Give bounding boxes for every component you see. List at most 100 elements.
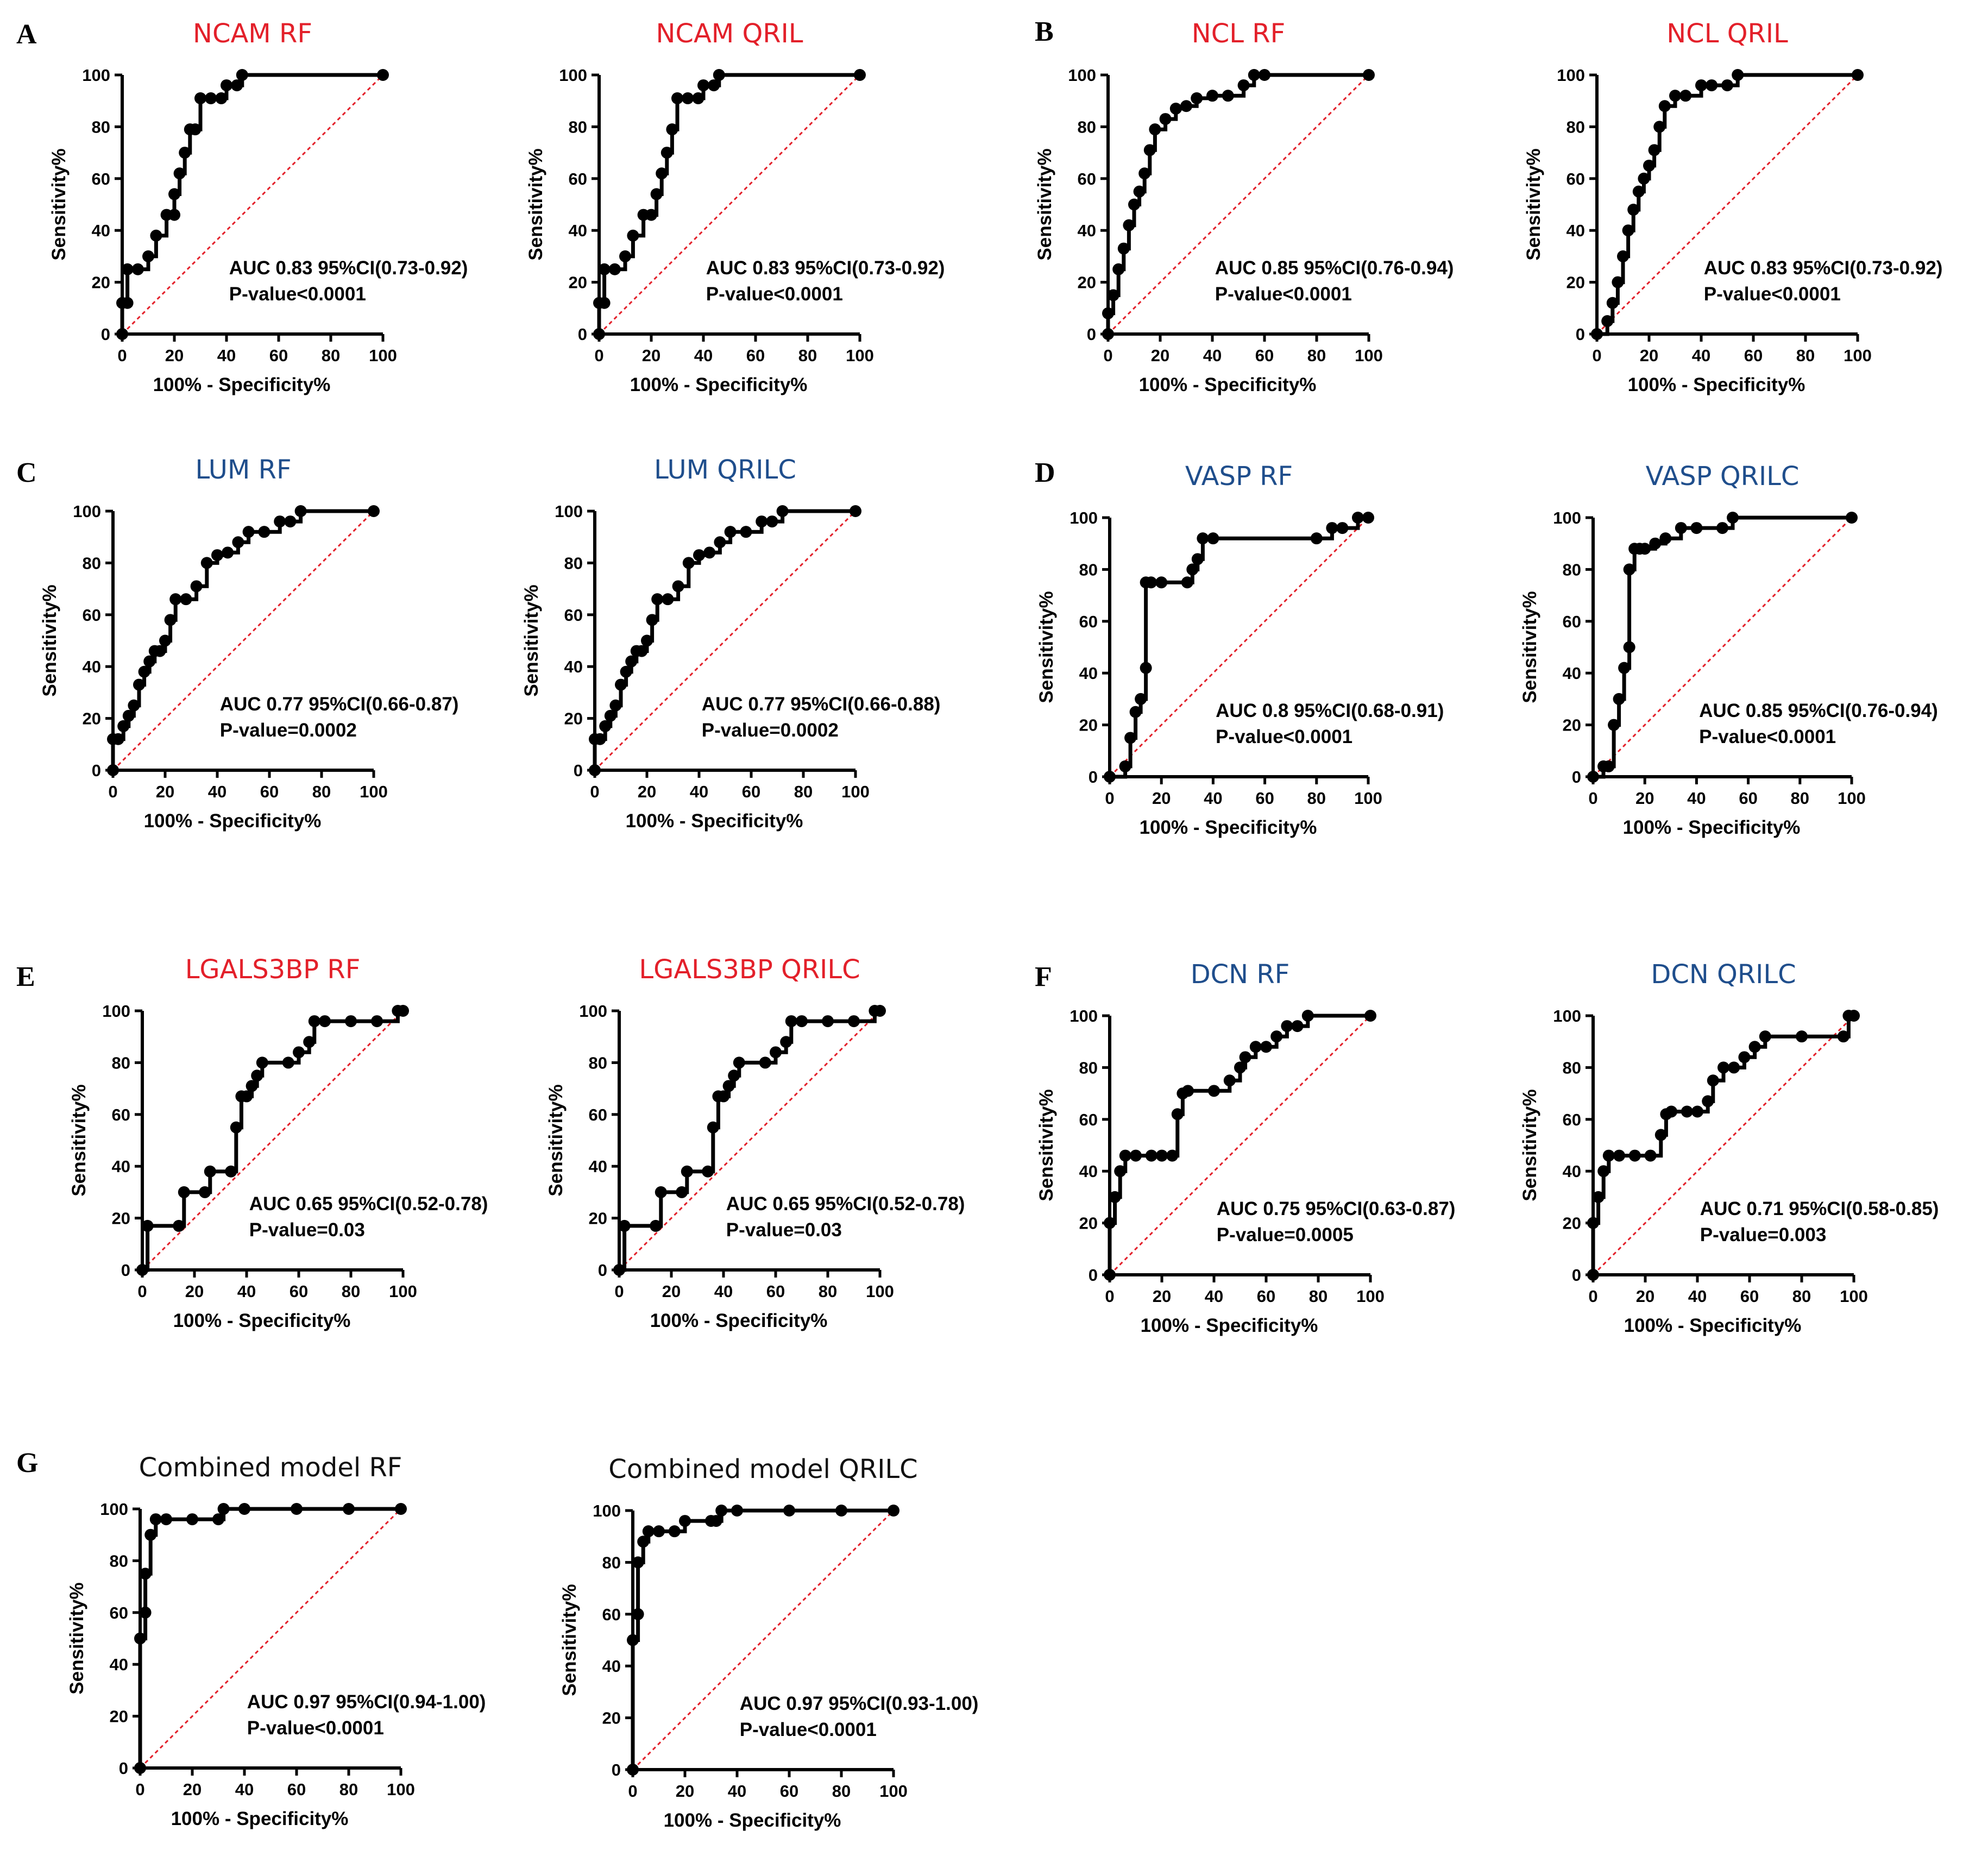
x-tick-label: 60: [1255, 789, 1274, 808]
x-tick-label: 0: [1588, 1287, 1597, 1306]
roc-point: [225, 1165, 237, 1178]
roc-point: [620, 665, 632, 678]
p-value-label: P-value<0.0001: [247, 1717, 384, 1739]
roc-point: [697, 79, 709, 92]
x-tick-label: 0: [1103, 346, 1112, 365]
roc-chart: LUM QRILC 00 20 20 40 40 60 60 80 80 100 100 100% - …: [521, 455, 940, 832]
roc-point: [888, 1505, 899, 1517]
x-tick-label: 20: [183, 1780, 202, 1799]
roc-point: [1643, 159, 1655, 172]
roc-point: [1759, 1030, 1771, 1043]
roc-point: [733, 1056, 745, 1069]
x-axis-title: 100% - Specificity%: [153, 374, 331, 395]
y-tick-label: 0: [1572, 767, 1581, 787]
roc-point: [1117, 242, 1130, 255]
roc-point: [1606, 297, 1619, 309]
roc-point: [251, 1069, 263, 1082]
roc-point: [319, 1015, 331, 1028]
chart-title: Combined model RF: [139, 1452, 402, 1483]
y-tick-label: 100: [1070, 1006, 1098, 1025]
chart-title: NCL RF: [1192, 18, 1285, 49]
y-tick-label: 100: [100, 1500, 128, 1519]
x-tick-label: 80: [832, 1782, 851, 1801]
roc-point: [1669, 90, 1681, 102]
roc-point: [1186, 563, 1199, 576]
roc-point: [594, 733, 606, 745]
roc-point: [641, 634, 653, 647]
roc-point: [169, 593, 182, 606]
roc-point: [107, 764, 119, 776]
roc-point: [1123, 219, 1135, 231]
y-tick-label: 80: [110, 1551, 128, 1570]
panel-letter-d: D: [1035, 457, 1055, 488]
p-value-label: P-value=0.0005: [1217, 1224, 1354, 1245]
roc-point: [1301, 1010, 1314, 1022]
auc-label: AUC 0.65 95%CI(0.52-0.78): [249, 1193, 488, 1215]
roc-point: [1706, 79, 1718, 92]
roc-point: [1653, 121, 1666, 133]
roc-point: [668, 1525, 681, 1538]
y-tick-label: 80: [1078, 117, 1096, 136]
x-tick-label: 60: [290, 1282, 308, 1301]
roc-point: [796, 1015, 808, 1028]
roc-point: [343, 1503, 355, 1515]
roc-point: [160, 1513, 172, 1526]
chart-title: NCAM RF: [193, 18, 312, 49]
y-tick-label: 60: [1563, 612, 1581, 631]
y-axis-title: Sensitivity%: [1519, 591, 1540, 703]
roc-point: [1679, 90, 1692, 102]
x-tick-label: 40: [714, 1282, 733, 1301]
y-tick-label: 0: [598, 1261, 607, 1280]
roc-point: [613, 1264, 625, 1276]
x-tick-label: 60: [287, 1780, 306, 1799]
roc-point: [672, 580, 684, 593]
x-tick-label: 0: [1105, 1287, 1114, 1306]
roc-point: [1364, 1010, 1376, 1022]
roc-point: [121, 297, 134, 309]
auc-label: AUC 0.83 95%CI(0.73-0.92): [229, 257, 468, 279]
y-tick-label: 0: [1089, 767, 1098, 787]
roc-point: [637, 1536, 650, 1548]
y-tick-label: 80: [1079, 560, 1098, 579]
roc-point: [598, 297, 611, 309]
y-tick-label: 40: [1079, 664, 1098, 683]
roc-point: [632, 1608, 644, 1620]
roc-point: [1180, 100, 1192, 112]
y-tick-label: 40: [569, 221, 587, 240]
x-tick-label: 100: [879, 1782, 908, 1801]
y-tick-label: 100: [555, 502, 583, 521]
x-tick-label: 0: [614, 1282, 624, 1301]
y-tick-label: 60: [83, 606, 101, 625]
roc-point: [200, 557, 213, 569]
roc-point: [1124, 732, 1137, 744]
x-tick-label: 100: [1844, 346, 1872, 365]
roc-point: [693, 549, 705, 562]
x-tick-label: 40: [1688, 1287, 1707, 1306]
reference-line: [1107, 74, 1370, 335]
y-tick-label: 0: [101, 325, 110, 344]
x-tick-label: 80: [1792, 1287, 1811, 1306]
roc-point: [138, 665, 150, 678]
roc-point: [1206, 90, 1218, 102]
roc-chart: NCL RF 00 20 20 40 40 60 60 80 80 100 100 100% - Spe…: [1034, 18, 1454, 395]
chart-title: LUM RF: [195, 455, 291, 485]
x-tick-label: 40: [1687, 789, 1706, 808]
roc-point: [1112, 263, 1125, 275]
y-axis-title: Sensitivity%: [39, 584, 60, 696]
x-tick-label: 60: [742, 782, 760, 801]
roc-point: [627, 1634, 639, 1646]
x-tick-label: 40: [235, 1780, 254, 1799]
roc-point: [1145, 1149, 1157, 1162]
p-value-label: P-value=0.0002: [702, 720, 839, 741]
roc-point: [1156, 1149, 1168, 1162]
x-tick-label: 40: [217, 346, 236, 365]
y-tick-label: 40: [92, 221, 110, 240]
roc-point: [1695, 79, 1707, 92]
roc-point: [159, 634, 171, 647]
panel-letter-a: A: [16, 19, 37, 50]
roc-point: [1716, 522, 1728, 534]
x-tick-label: 80: [1309, 1287, 1328, 1306]
roc-point: [1691, 1105, 1703, 1118]
roc-point: [1234, 1061, 1246, 1074]
